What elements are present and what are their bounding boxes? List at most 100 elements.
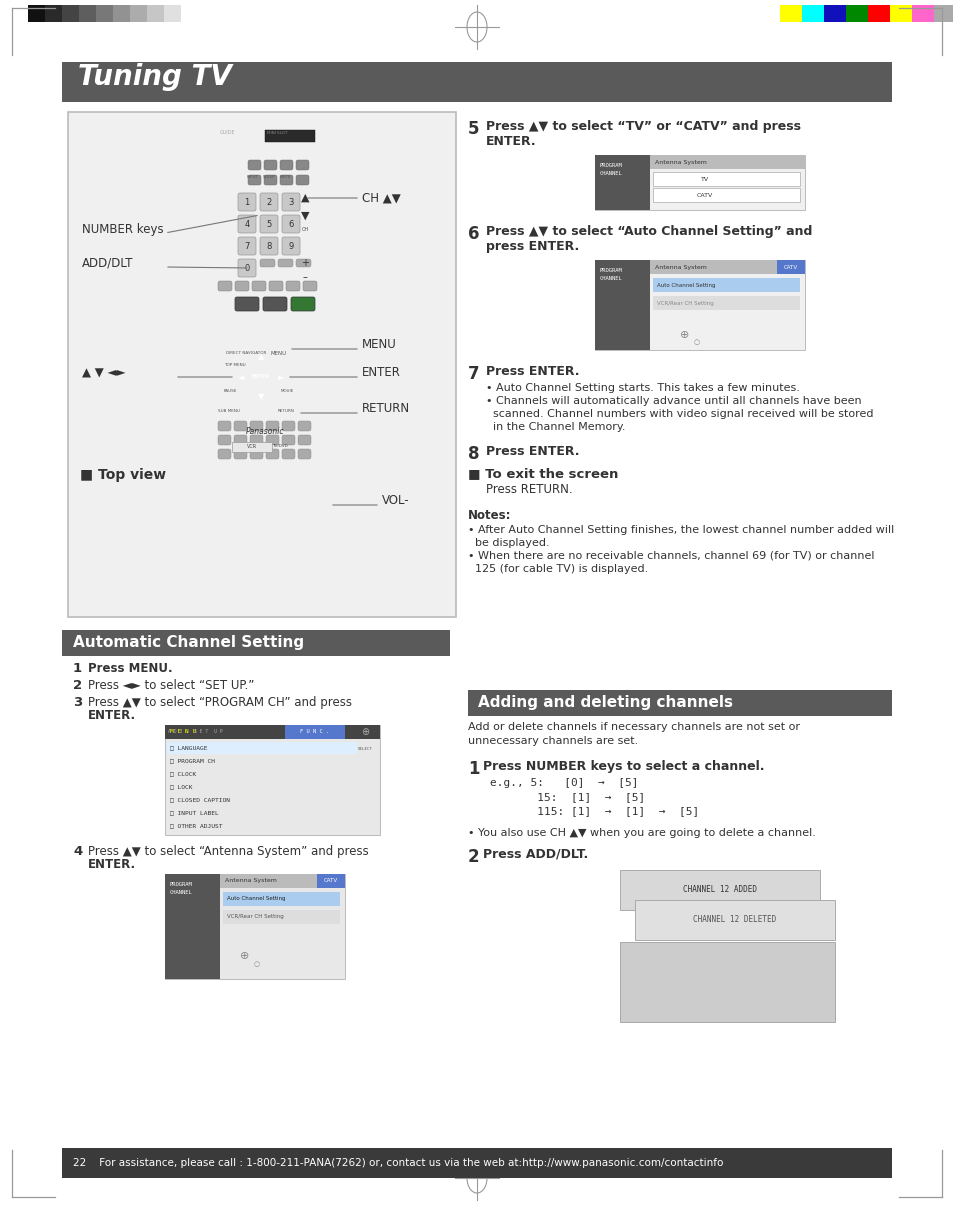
Bar — [652, 188, 800, 202]
FancyBboxPatch shape — [303, 281, 316, 290]
FancyBboxPatch shape — [282, 214, 299, 233]
Text: Press ▲▼ to select “PROGRAM CH” and press: Press ▲▼ to select “PROGRAM CH” and pres… — [88, 696, 352, 709]
Bar — [112, 5, 130, 22]
Text: 3: 3 — [288, 198, 294, 206]
FancyBboxPatch shape — [205, 142, 325, 465]
Text: Auto Channel Setting: Auto Channel Setting — [227, 897, 285, 901]
FancyBboxPatch shape — [260, 193, 277, 211]
Text: ▲ ▼ ◄►: ▲ ▼ ◄► — [82, 366, 126, 380]
Bar — [867, 5, 889, 22]
Text: CHANNEL: CHANNEL — [599, 171, 622, 176]
Bar — [28, 5, 45, 22]
FancyBboxPatch shape — [233, 449, 247, 459]
Circle shape — [283, 366, 294, 378]
Circle shape — [268, 529, 274, 535]
Text: ■ Top view: ■ Top view — [80, 468, 166, 482]
Text: ⊕: ⊕ — [360, 727, 369, 737]
Text: 22    For assistance, please call : 1-800-211-PANA(7262) or, contact us via the : 22 For assistance, please call : 1-800-2… — [73, 1158, 722, 1168]
Bar — [232, 442, 272, 452]
Bar — [780, 5, 801, 22]
Bar — [165, 725, 379, 835]
Text: 4: 4 — [73, 845, 82, 858]
Text: Press RETURN.: Press RETURN. — [485, 483, 572, 496]
Text: ENTER: ENTER — [252, 375, 270, 380]
Bar — [889, 5, 911, 22]
FancyBboxPatch shape — [260, 237, 277, 255]
Bar — [167, 725, 222, 739]
Text: Press ▲▼ to select “TV” or “CATV” and press: Press ▲▼ to select “TV” or “CATV” and pr… — [485, 120, 801, 133]
Circle shape — [255, 529, 262, 535]
Text: ENTER: ENTER — [361, 366, 400, 380]
Text: 0: 0 — [244, 264, 250, 272]
Text: • Auto Channel Setting starts. This takes a few minutes.: • Auto Channel Setting starts. This take… — [485, 383, 799, 393]
Bar — [215, 500, 290, 524]
Bar — [649, 155, 804, 169]
Text: DIRECT NAVIGATOR: DIRECT NAVIGATOR — [226, 351, 266, 355]
Bar — [823, 5, 845, 22]
Circle shape — [224, 157, 240, 174]
FancyBboxPatch shape — [282, 193, 299, 211]
Text: VCR: VCR — [247, 443, 256, 448]
FancyBboxPatch shape — [237, 259, 255, 277]
Text: • Channels will automatically advance until all channels have been: • Channels will automatically advance un… — [485, 396, 861, 406]
FancyBboxPatch shape — [264, 160, 276, 170]
Text: Press ▲▼ to select “Auto Channel Setting” and: Press ▲▼ to select “Auto Channel Setting… — [485, 225, 812, 239]
FancyBboxPatch shape — [237, 214, 255, 233]
Text: Press ENTER.: Press ENTER. — [485, 445, 578, 458]
Text: unnecessary channels are set.: unnecessary channels are set. — [468, 736, 638, 746]
Text: □ LANGUAGE: □ LANGUAGE — [170, 746, 208, 751]
Text: ▲: ▲ — [300, 193, 309, 202]
Text: ⊕: ⊕ — [240, 951, 250, 962]
Bar — [223, 910, 339, 924]
FancyBboxPatch shape — [291, 296, 314, 311]
Text: CATV: CATV — [324, 878, 337, 883]
FancyBboxPatch shape — [260, 259, 274, 268]
Bar — [62, 5, 79, 22]
Text: MOVIE: MOVIE — [281, 389, 294, 393]
Text: Press ◄► to select “SET UP.”: Press ◄► to select “SET UP.” — [88, 678, 254, 692]
Text: CATV: CATV — [696, 193, 713, 198]
Text: Add or delete channels if necessary channels are not set or: Add or delete channels if necessary chan… — [468, 722, 800, 731]
FancyBboxPatch shape — [237, 237, 255, 255]
Bar — [652, 296, 800, 310]
Text: 125 (for cable TV) is displayed.: 125 (for cable TV) is displayed. — [468, 564, 648, 574]
FancyBboxPatch shape — [282, 435, 294, 445]
Text: Antenna System: Antenna System — [225, 878, 276, 883]
Text: Panasonic: Panasonic — [246, 427, 284, 436]
Bar — [619, 870, 820, 910]
Text: e.g., 5:   [0]  →  [5]: e.g., 5: [0] → [5] — [490, 778, 638, 788]
FancyBboxPatch shape — [297, 449, 311, 459]
Text: GUIDE: GUIDE — [220, 130, 235, 135]
Bar — [316, 874, 345, 888]
Bar — [167, 742, 356, 754]
Text: 9: 9 — [288, 241, 294, 251]
FancyBboxPatch shape — [266, 421, 278, 431]
Bar — [285, 725, 345, 739]
Text: Auto Channel Setting: Auto Channel Setting — [657, 282, 715, 288]
FancyBboxPatch shape — [206, 490, 298, 534]
Text: PROGRAM: PROGRAM — [170, 882, 193, 887]
Text: Press ADD/DLT.: Press ADD/DLT. — [482, 848, 588, 862]
Text: 6: 6 — [468, 225, 479, 243]
FancyBboxPatch shape — [210, 120, 319, 158]
Bar — [96, 5, 112, 22]
FancyBboxPatch shape — [248, 160, 261, 170]
FancyBboxPatch shape — [250, 435, 263, 445]
Bar — [933, 5, 953, 22]
Bar — [130, 5, 147, 22]
Bar — [265, 130, 314, 142]
Text: PROGRAM: PROGRAM — [599, 268, 622, 274]
Text: 6: 6 — [288, 219, 294, 229]
Text: □ LOCK: □ LOCK — [170, 784, 193, 789]
Text: 3: 3 — [73, 696, 82, 709]
FancyBboxPatch shape — [218, 435, 231, 445]
Text: –: – — [302, 272, 307, 282]
Bar — [801, 5, 823, 22]
Text: 2: 2 — [468, 848, 479, 866]
Bar — [619, 942, 834, 1022]
Text: • You also use CH ▲▼ when you are going to delete a channel.: • You also use CH ▲▼ when you are going … — [468, 828, 815, 837]
Bar — [165, 874, 220, 978]
Text: MENU: MENU — [361, 339, 396, 352]
Text: 7: 7 — [244, 241, 250, 251]
Text: RETURN: RETURN — [277, 408, 294, 413]
